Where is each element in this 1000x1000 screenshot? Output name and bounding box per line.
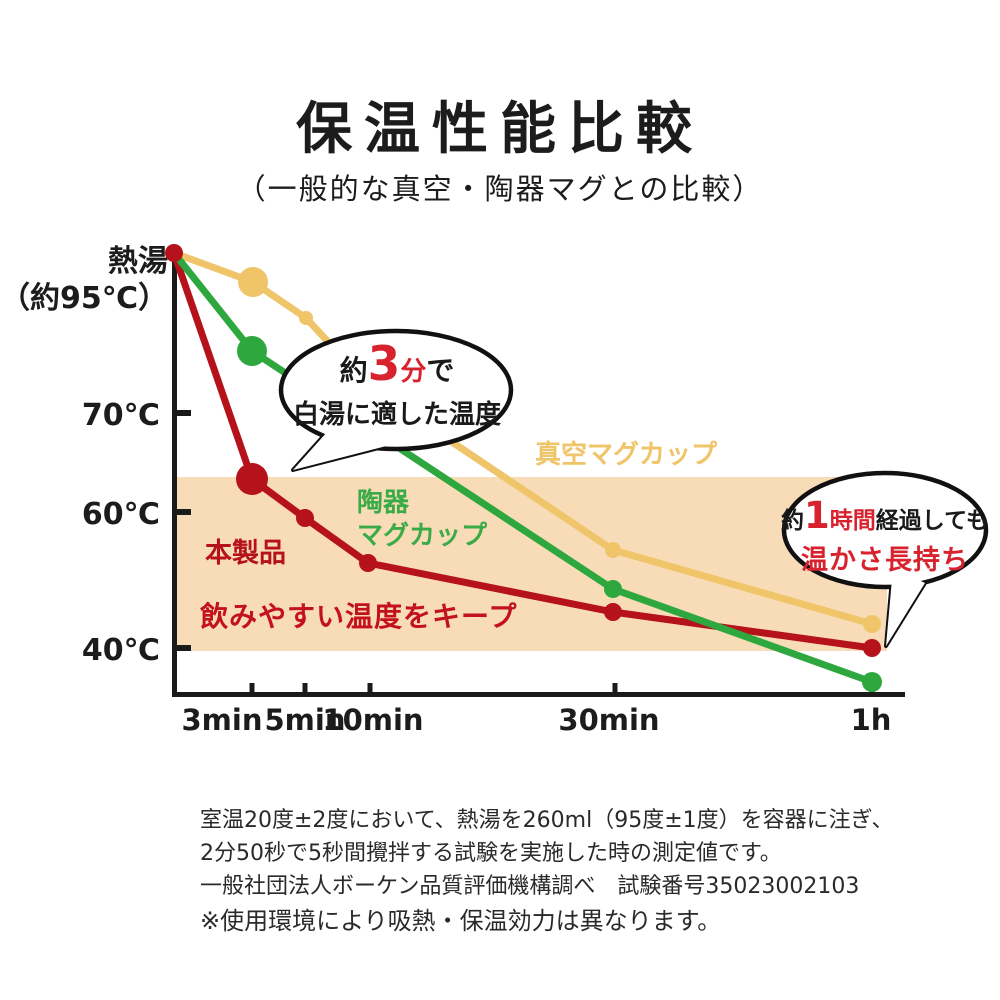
data-point-陶器マグカップ [604,580,622,598]
annotation-bubble-2 [781,470,989,590]
data-point-陶器マグカップ [862,672,882,692]
annotation-bubble-3min-text: 約 3 分 で 白湯に適した温度 [284,341,510,431]
y-tick-label-70: 70℃ [81,398,160,433]
test-conditions-text: 室温20度±2度において、熱湯を260ml（95度±1度）を容器に注ぎ、 2分5… [200,804,894,903]
test-conditions-line2: 2分50秒で5秒間攪拌する試験を実施した時の測定値です。 [200,841,782,866]
test-conditions-line3: 一般社団法人ボーケン品質評価機構調べ 試験番号35023002103 [200,874,860,899]
y-tick-label-40: 40℃ [81,633,160,668]
data-point-本製品 [236,463,268,495]
series-label-product: 本製品 [205,538,286,569]
series-label-ceramic-line2: マグカップ [357,521,488,551]
page-subtitle: （一般的な真空・陶器マグとの比較） [236,172,764,206]
bubble-3min-line1: 約 3 分 で [284,341,510,389]
y-tick-label-60: 60℃ [81,497,160,532]
data-point-本製品 [863,639,881,657]
series-label-vacuum-mug: 真空マグカップ [535,440,718,470]
annotation-bubble-1h-text: 約 1 時間 経過しても 温かさ長持ち [781,494,989,577]
data-point-本製品 [359,554,377,572]
bubble-tail-cover [293,412,410,470]
y-axis-top-label-line2: （約95℃） [0,281,169,316]
disclaimer-note: ※使用環境により吸熱・保温効力は異なります。 [200,907,722,935]
x-tick-label: 1h [850,703,892,737]
bubble-3min-unit: 分 [400,357,427,387]
data-point-真空マグカップ [238,267,268,297]
x-tick-label: 30min [558,703,660,737]
bubble-1h-line2: 温かさ長持ち [801,545,969,576]
bubble-3min-number: 3 [367,337,401,392]
data-point-真空マグカップ [605,542,621,558]
y-axis-top-label: 熱湯 （約95℃） [0,243,168,317]
x-tick-label: 5min [264,703,346,737]
bubble-1h-unit: 時間 [829,508,876,534]
bubble-3min-prefix: 約 [339,354,368,387]
data-point-真空マグカップ [863,615,881,633]
bubble-1h-line1: 約 1 時間 経過しても [781,494,989,537]
x-tick-label: 3min [181,703,263,737]
bubble-1h-number: 1 [804,494,830,537]
series-line-本製品 [170,249,876,652]
data-point-真空マグカップ [299,311,313,325]
test-conditions-line1: 室温20度±2度において、熱湯を260ml（95度±1度）を容器に注ぎ、 [200,808,894,833]
data-point-本製品 [296,509,314,527]
bubble-3min-line2: 白湯に適した温度 [292,400,501,430]
bubble-1h-prefix: 約 [781,508,805,534]
data-point-本製品 [604,603,622,621]
bubble-1h-suffix: 経過しても [875,508,989,534]
y-axis-top-label-line1: 熱湯 [108,244,168,279]
series-line-陶器マグカップ [170,249,876,686]
bubble-3min-suffix: で [426,354,455,387]
bubble-tail-cover [886,568,925,646]
series-label-ceramic-line1: 陶器 [357,488,410,518]
data-point-陶器マグカップ [237,336,267,366]
x-tick-label: 10min [322,703,424,737]
series-label-ceramic-mug: 陶器 マグカップ [357,487,487,553]
keep-warm-band-label: 飲みやすい温度をキープ [200,600,518,633]
page-title: 保温性能比較 [296,97,704,162]
data-point-本製品 [165,244,183,262]
